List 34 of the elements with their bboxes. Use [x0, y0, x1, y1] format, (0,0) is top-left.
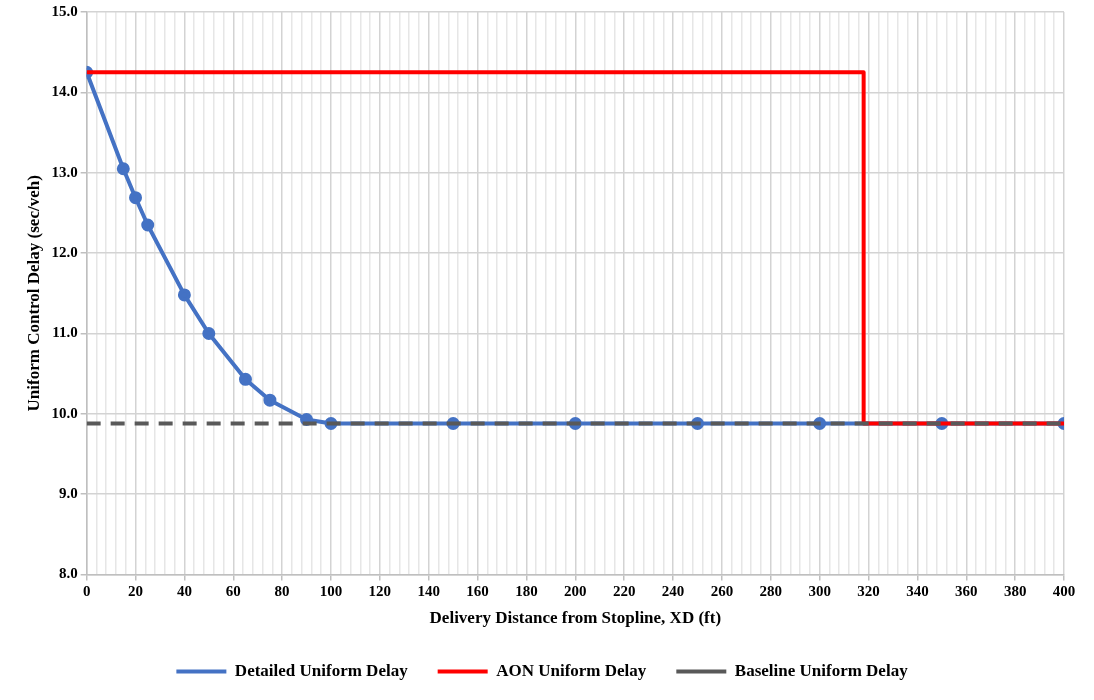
x-tick-label: 240 — [661, 583, 685, 600]
legend-label: Baseline Uniform Delay — [734, 660, 909, 680]
x-tick-label: 0 — [82, 583, 91, 600]
legend-label: AON Uniform Delay — [496, 660, 647, 680]
x-tick-label: 80 — [274, 583, 290, 600]
y-tick-label: 8.0 — [58, 565, 78, 582]
x-tick-label: 380 — [1003, 583, 1027, 600]
y-tick-label: 15.0 — [51, 2, 78, 19]
x-tick-label: 180 — [515, 583, 538, 600]
y-axis-title: Uniform Control Delay (sec/veh) — [23, 175, 43, 412]
x-axis-title: Delivery Distance from Stopline, XD (ft) — [429, 608, 722, 628]
y-tick-label: 13.0 — [51, 163, 78, 180]
x-tick-label: 400 — [1052, 583, 1076, 600]
x-tick-label: 20 — [128, 583, 144, 600]
y-tick-label: 10.0 — [51, 404, 78, 421]
y-tick-label: 9.0 — [58, 485, 78, 502]
x-tick-label: 340 — [906, 583, 929, 600]
legend-label: Detailed Uniform Delay — [234, 660, 409, 680]
x-tick-label: 220 — [612, 583, 636, 600]
x-tick-label: 260 — [710, 583, 734, 600]
y-tick-label: 12.0 — [51, 243, 78, 260]
x-tick-label: 280 — [759, 583, 783, 600]
x-tick-label: 320 — [857, 583, 880, 600]
y-tick-label: 14.0 — [51, 83, 78, 100]
x-tick-label: 140 — [417, 583, 440, 600]
x-tick-label: 200 — [564, 583, 587, 600]
x-tick-label: 160 — [466, 583, 489, 600]
x-tick-label: 120 — [368, 583, 392, 600]
x-tick-label: 60 — [225, 583, 241, 600]
x-tick-label: 300 — [808, 583, 831, 600]
x-tick-label: 100 — [319, 583, 343, 600]
x-tick-label: 40 — [176, 583, 192, 600]
x-tick-label: 360 — [955, 583, 978, 600]
y-tick-label: 11.0 — [52, 324, 78, 341]
